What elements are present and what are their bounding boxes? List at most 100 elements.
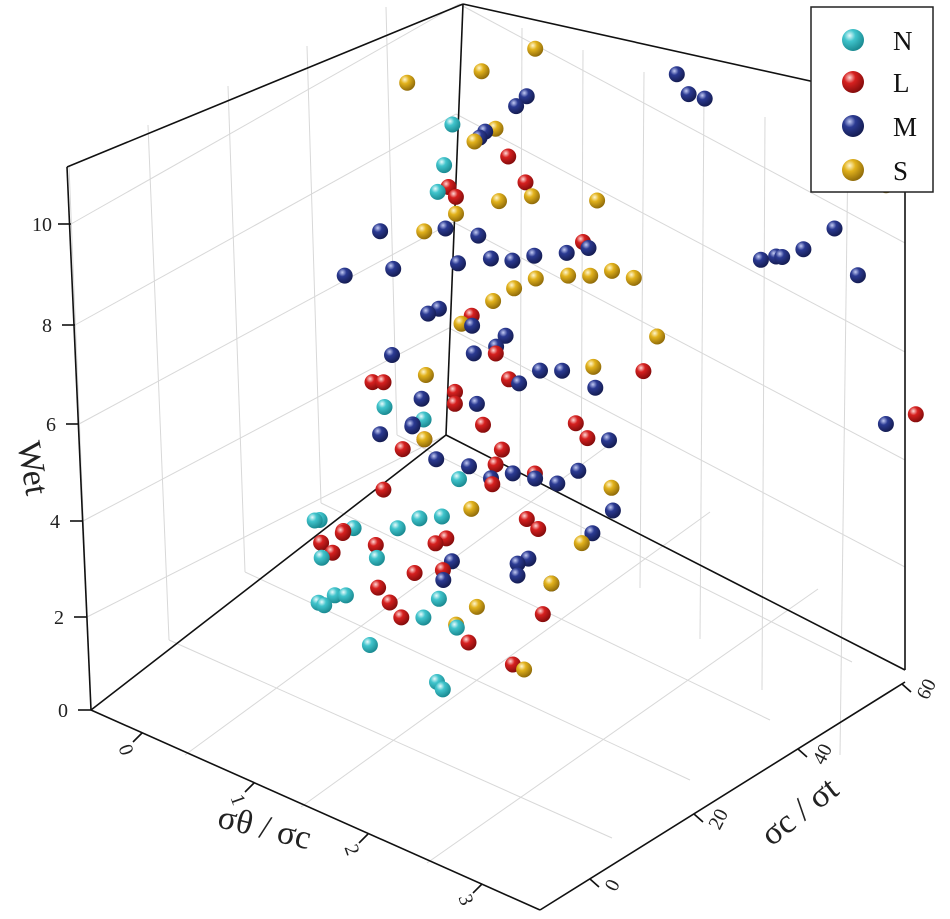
point-m [504,252,521,269]
point-n [433,508,450,525]
point-l [517,174,534,191]
point-s [491,193,507,210]
point-l [487,345,504,362]
point-m [601,432,617,449]
point-s [527,40,544,57]
x-tick-label: 2 [340,841,364,858]
grid-line [184,443,611,756]
x-tick-label: 0 [114,741,138,758]
point-m [527,470,544,487]
point-n [415,609,432,626]
point-m [461,458,477,475]
point-m [508,98,525,115]
point-n [411,510,428,527]
point-n [436,157,453,174]
grid-lines [68,3,906,864]
point-m [413,390,430,407]
back-right-floor-edge [445,434,906,671]
point-m [680,86,697,103]
point-m [509,555,526,572]
point-n [337,587,354,604]
point-s [625,269,642,286]
x-tick [358,833,369,844]
point-l [534,606,551,623]
point-m [554,362,571,379]
point-m [435,572,452,588]
grid-line [227,85,246,573]
point-l [518,511,535,527]
point-m [420,305,437,322]
point-l [375,374,392,391]
point-m [826,220,843,237]
grid-line [385,6,398,436]
point-s [463,500,480,517]
y-tick [589,878,600,888]
y-axis-line [539,681,906,911]
point-m [482,250,499,267]
grid-line [168,639,613,839]
legend-label-n: N [893,26,913,56]
grid-line [448,327,906,568]
point-l [367,537,384,553]
point-n [448,619,465,636]
grid-line [147,124,170,641]
grid-line [699,93,705,640]
point-l [493,441,510,458]
tick-marks [58,223,912,894]
z-tick-label: 6 [46,414,56,436]
point-l [487,456,504,473]
point-s [416,431,433,448]
point-m [518,88,535,105]
point-n [429,183,446,200]
point-l [907,406,924,423]
z-tick-labels: 0 2 4 6 8 10 [32,214,68,722]
point-s [416,223,433,240]
grid-line [455,113,906,353]
z-tick-label: 10 [32,214,52,236]
back-left-floor-edge [90,434,447,711]
point-l [370,579,387,596]
point-l [635,363,652,380]
point-m [696,90,713,107]
grid-line [78,221,454,425]
point-l [484,476,501,493]
point-l [381,594,398,611]
point-n [444,116,461,133]
x-axis-title: σθ / σc [214,798,315,857]
point-m [558,244,575,261]
y-tick-label: 0 [601,876,625,895]
point-m [795,241,812,258]
point-s [506,280,523,297]
y-tick [901,683,912,693]
point-l [500,148,517,165]
point-s [527,270,544,287]
grid-line [86,434,447,618]
point-s [485,293,502,309]
grid-line [306,45,322,504]
point-n [434,681,451,698]
point-l [460,634,477,651]
data-points [306,27,924,698]
point-m [774,249,791,265]
point-l [394,441,411,458]
point-l [393,609,410,626]
point-m [404,418,421,435]
point-m [504,465,521,482]
point-n [376,399,393,415]
point-m [587,379,604,396]
point-m [570,462,587,479]
point-s [543,575,560,592]
left-top-edge [66,3,464,168]
point-m [668,66,685,83]
point-m [580,240,597,256]
z-axis-line [66,166,92,711]
point-n [389,520,406,537]
point-m [372,223,389,240]
point-m [428,451,445,468]
point-m [849,267,866,284]
point-s [399,74,416,91]
point-m [604,502,621,519]
point-n [430,590,447,607]
point-l [334,525,351,541]
y-tick-labels: 0 20 40 60 [601,675,941,894]
